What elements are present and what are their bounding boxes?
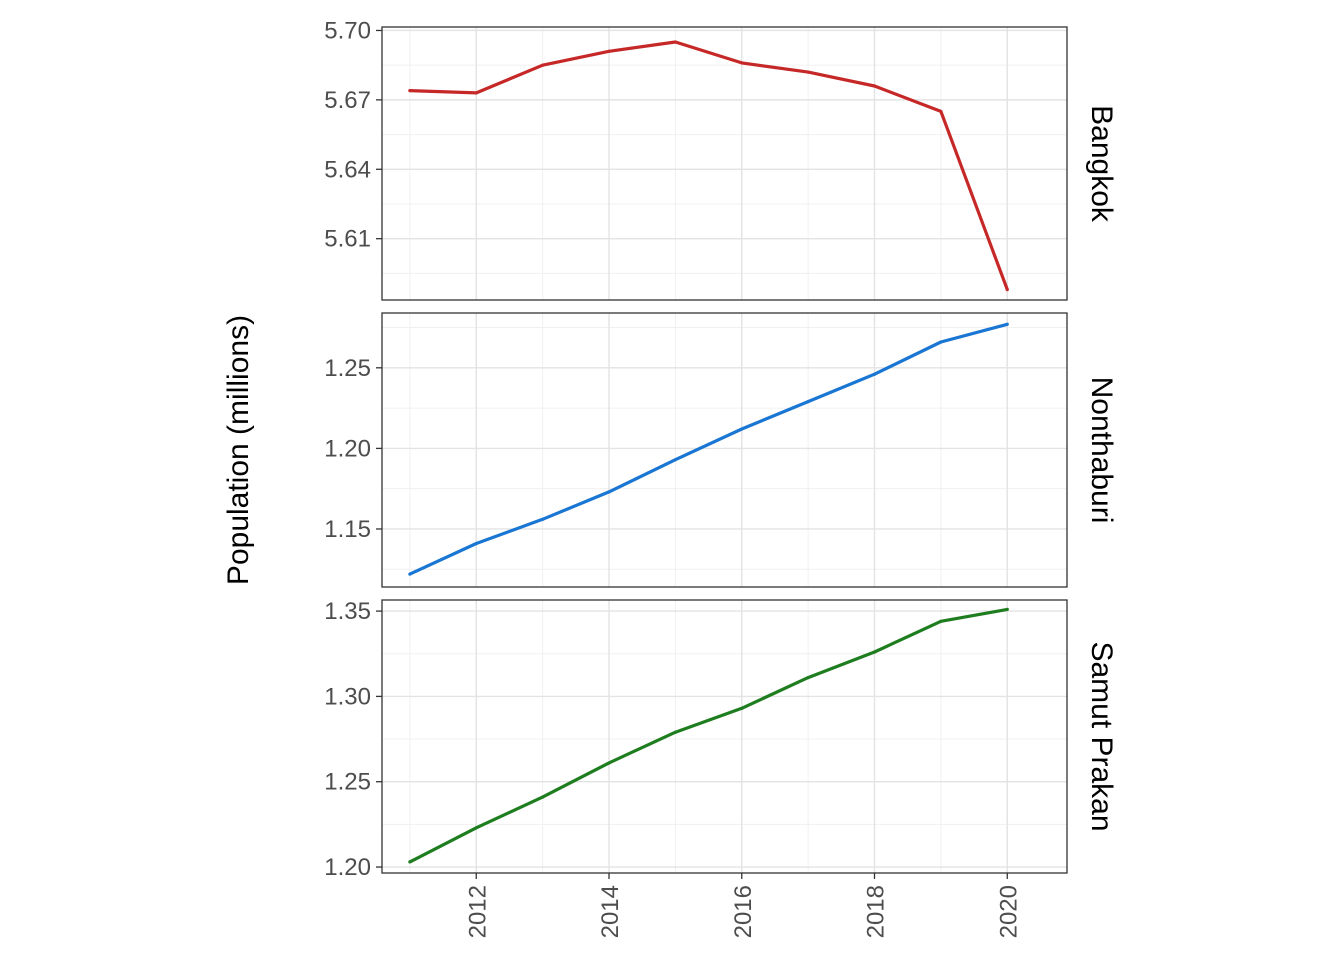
y-tick-label: 1.35 <box>324 598 371 625</box>
y-tick-label: 1.25 <box>324 355 371 382</box>
facet-panel-2: 1.15 1.20 1.25 Nonthaburi <box>324 312 1118 588</box>
data-point <box>872 84 877 88</box>
data-point <box>673 458 677 462</box>
data-point <box>939 109 943 114</box>
data-point <box>408 89 412 93</box>
y-tick-label: 1.25 <box>324 769 371 796</box>
panel-border <box>381 312 1068 588</box>
x-tick-label: 2016 <box>730 885 757 938</box>
panel-border <box>381 599 1068 874</box>
facet-panel-1: 5.61 5.64 5.67 5.70 Bangkok <box>324 17 1118 301</box>
y-axis-title: Population (millions) <box>222 315 255 585</box>
y-tick-label: 1.30 <box>324 683 371 710</box>
series-line-bangkok <box>409 40 1009 291</box>
data-point <box>872 372 877 376</box>
data-point <box>474 541 478 546</box>
facet-strip-label: Samut Prakan <box>1085 641 1118 831</box>
data-point <box>740 706 744 710</box>
data-point <box>740 427 744 431</box>
x-tick-label: 2012 <box>464 885 491 938</box>
facet-strip-label: Nonthaburi <box>1085 377 1118 524</box>
data-point <box>607 49 611 53</box>
y-tick-label: 1.15 <box>324 516 371 543</box>
series-line-nonthaburi <box>409 322 1008 576</box>
x-tick-label: 2020 <box>995 885 1022 938</box>
data-point <box>474 826 478 830</box>
data-point <box>474 91 478 95</box>
data-point <box>541 517 545 521</box>
series-line-samut-prakan <box>409 607 1008 864</box>
y-tick-label: 5.70 <box>324 17 371 44</box>
facet-panel-3: 1.20 1.25 1.30 1.35 Samut Prakan <box>324 598 1118 881</box>
data-point <box>740 61 744 65</box>
data-point <box>673 730 677 734</box>
data-point <box>408 860 412 864</box>
data-point <box>1005 607 1009 611</box>
panel-background <box>382 600 1067 873</box>
y-tick-label: 5.61 <box>324 226 371 253</box>
data-point <box>939 619 943 623</box>
data-point <box>607 490 611 494</box>
data-point <box>1005 322 1009 326</box>
y-tick-label: 1.20 <box>324 854 371 881</box>
data-point <box>541 795 545 799</box>
x-tick-label: 2018 <box>863 885 890 938</box>
y-tick-label: 1.20 <box>324 435 371 462</box>
data-point <box>1005 287 1009 292</box>
data-point <box>408 572 412 576</box>
panel-background <box>382 27 1067 300</box>
data-point <box>806 676 810 680</box>
facet-strip-label: Bangkok <box>1085 105 1118 223</box>
data-point <box>541 63 545 67</box>
x-tick-label: 2014 <box>597 885 624 938</box>
panel-background <box>382 313 1067 587</box>
y-tick-label: 5.64 <box>324 156 371 183</box>
data-point <box>806 70 810 74</box>
panel-border <box>381 26 1068 301</box>
data-point <box>607 761 611 765</box>
data-point <box>673 40 677 44</box>
y-tick-label: 5.67 <box>324 87 371 114</box>
data-point <box>939 340 943 344</box>
data-point <box>806 400 810 404</box>
data-point <box>872 650 877 654</box>
